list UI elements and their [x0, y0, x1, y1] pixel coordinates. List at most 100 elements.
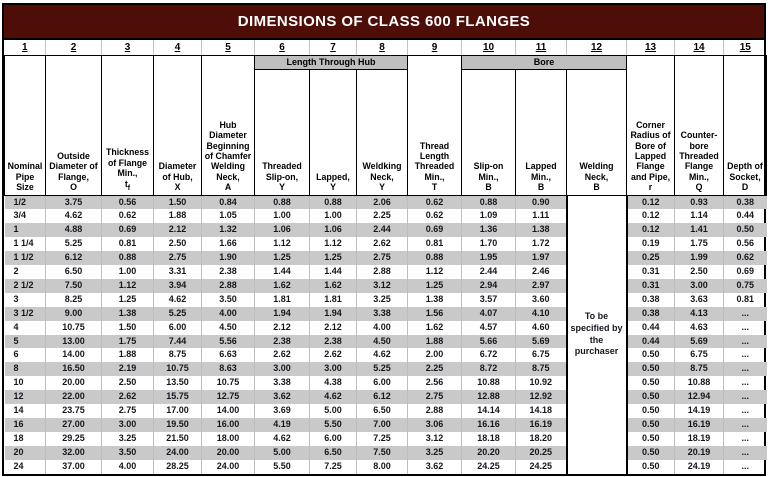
- col-number-11: 11: [515, 40, 567, 56]
- value-cell: 4.00: [101, 459, 154, 474]
- header-label: Lapped Min.,: [525, 161, 557, 182]
- value-cell: 1.97: [515, 251, 567, 266]
- value-cell: 0.69: [407, 223, 462, 238]
- group-header-row: Nominal Pipe Size Outside Diameter of Fl…: [4, 54, 767, 196]
- value-cell: 18.20: [515, 431, 567, 446]
- header-symbol: Y: [279, 182, 285, 193]
- value-cell: 1.25: [101, 292, 154, 307]
- value-cell: 16.00: [201, 418, 255, 432]
- pipe-size-cell: 3 1/2: [4, 306, 46, 321]
- value-cell: 0.88: [461, 195, 516, 210]
- value-cell: 3.06: [407, 418, 462, 432]
- value-cell: 6.12: [356, 390, 408, 405]
- col-number-1: 1: [4, 40, 46, 56]
- value-cell: 0.62: [407, 195, 462, 210]
- value-cell: 0.44: [736, 210, 755, 221]
- value-cell: ...: [723, 306, 767, 321]
- header-label: Nominal Pipe Size: [7, 161, 43, 193]
- value-cell: 23.75: [45, 404, 102, 418]
- value-cell: 5.25: [45, 237, 102, 252]
- value-cell: 20.19: [674, 445, 724, 460]
- column-number-row: 1 2 3 4 5 6 7 8 9 10 11 12 13 14 15: [4, 40, 767, 56]
- header-threaded-slip-on: Threaded Slip-on, Y: [254, 68, 310, 196]
- sub-header-row: Threaded Slip-on, Y Lapped, Y Weldking N…: [5, 68, 767, 196]
- value-cell: 4.62: [45, 209, 102, 224]
- header-symbol: A: [224, 182, 232, 193]
- value-cell: 16.16: [461, 418, 516, 432]
- table-row: 5 13.00 1.75 7.44 5.56 2.38 2.38 4.50 1.88 5.66 5.…: [4, 334, 767, 349]
- page-title: DIMENSIONS OF CLASS 600 FLANGES: [4, 5, 764, 40]
- header-symbol: r: [648, 182, 653, 193]
- value-cell: 2.44: [461, 265, 516, 279]
- pipe-size-cell: 12: [4, 390, 46, 405]
- value-cell: 12.92: [515, 390, 567, 405]
- value-cell: 1.62: [309, 278, 357, 293]
- value-cell: 0.44: [626, 320, 675, 335]
- value-cell: 5.25: [153, 306, 202, 321]
- value-cell: 37.00: [45, 459, 102, 474]
- table-row: 12 22.00 2.62 15.75 12.75 3.62 4.62 6.12 2.75 12.…: [4, 390, 767, 405]
- value-cell: 0.50: [626, 459, 675, 474]
- value-cell: 6.00: [153, 320, 202, 335]
- value-cell: ...: [741, 377, 749, 388]
- value-cell: 8.75: [515, 362, 567, 377]
- value-cell: 8.25: [45, 292, 102, 307]
- symbol-subscript: f: [127, 184, 131, 192]
- header-symbol: tf: [103, 179, 152, 193]
- value-cell: 24.00: [153, 445, 202, 460]
- table-row: 24 37.00 4.00 28.25 24.00 5.50 7.25 8.00 3.62 24.…: [4, 459, 767, 474]
- value-cell: 5.69: [674, 334, 724, 349]
- value-cell: 0.56: [736, 238, 755, 249]
- value-cell: ...: [723, 445, 767, 460]
- value-cell: 3.94: [153, 278, 202, 293]
- value-cell: 4.57: [461, 320, 516, 335]
- value-cell: 2.38: [254, 334, 310, 349]
- value-cell: 2.62: [309, 348, 357, 363]
- value-cell: 1.14: [674, 209, 724, 224]
- table-row: 8 16.50 2.19 10.75 8.63 3.00 3.00 5.25 2.25 8.72 8…: [4, 362, 767, 377]
- value-cell: 3.69: [254, 404, 310, 418]
- header-symbol: O: [70, 182, 77, 193]
- pipe-size-cell: 24: [4, 459, 46, 474]
- value-cell: 0.88: [254, 195, 310, 210]
- value-cell: 0.38: [723, 195, 767, 210]
- value-cell: 4.62: [153, 292, 202, 307]
- table-row: 3 8.25 1.25 4.62 3.50 1.81 1.81 3.25 1.38 3.57 3.6…: [4, 292, 767, 307]
- value-cell: 0.88: [309, 195, 357, 210]
- value-cell: 27.00: [45, 418, 102, 432]
- value-cell: 1.44: [309, 265, 357, 279]
- header-symbol: B: [485, 182, 492, 193]
- value-cell: 0.81: [736, 293, 755, 304]
- value-cell: 2.75: [153, 251, 202, 266]
- value-cell: 5.50: [309, 418, 357, 432]
- value-cell: 1.94: [254, 306, 310, 321]
- col-number-4: 4: [153, 40, 202, 56]
- header-hub-diameter: Diameter of Hub, X: [153, 54, 202, 196]
- pipe-size-cell: 3/4: [4, 209, 46, 224]
- value-cell: 4.10: [515, 306, 567, 321]
- col-number-14: 14: [674, 40, 724, 56]
- pipe-size-cell: 14: [4, 404, 46, 418]
- value-cell: 1.12: [101, 278, 154, 293]
- header-thread-length: Thread Length Threaded Min., T: [407, 54, 462, 196]
- value-cell: 19.50: [153, 418, 202, 432]
- pipe-size-cell: 1: [4, 223, 46, 238]
- value-cell: 2.06: [356, 195, 408, 210]
- value-cell: 5.69: [515, 334, 567, 349]
- value-cell: 1.50: [153, 195, 202, 210]
- value-cell: 0.75: [723, 278, 767, 293]
- value-cell: 6.12: [45, 251, 102, 266]
- header-symbol: Y: [379, 182, 385, 193]
- value-cell: 6.50: [309, 445, 357, 460]
- value-cell: 0.62: [723, 251, 767, 266]
- value-cell: 2.56: [407, 376, 462, 391]
- value-cell: 10.88: [674, 376, 724, 391]
- header-label: Corner Radius of Bore of Lapped Flange a…: [630, 119, 671, 182]
- value-cell: 1.66: [201, 237, 255, 252]
- value-cell: ...: [741, 321, 749, 332]
- pipe-size-cell: 20: [4, 445, 46, 460]
- value-cell: 24.19: [674, 459, 724, 474]
- value-cell: 14.18: [515, 404, 567, 418]
- value-cell: 0.69: [736, 266, 755, 277]
- col-number-12: 12: [566, 40, 627, 56]
